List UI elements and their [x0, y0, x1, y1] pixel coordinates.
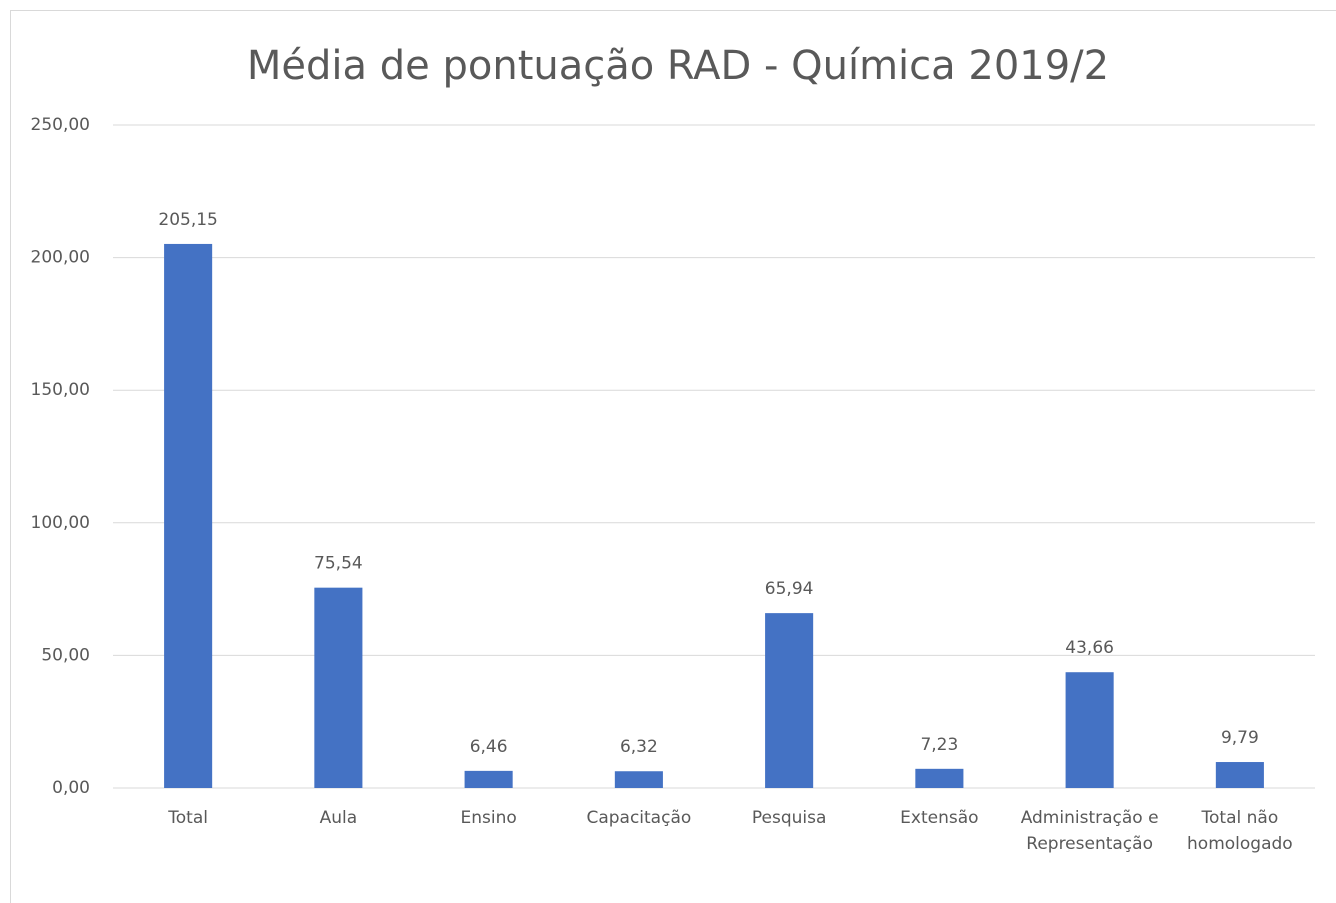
data-label: 65,94 — [765, 579, 814, 599]
y-tick-label: 50,00 — [41, 645, 90, 665]
bar — [314, 587, 363, 788]
data-label: 75,54 — [314, 554, 363, 574]
x-tick-label: Pesquisa — [751, 808, 827, 828]
y-tick-label: 150,00 — [31, 380, 90, 400]
bar — [765, 613, 814, 788]
data-label: 205,15 — [158, 210, 217, 230]
x-tick-label: Total não homologado — [1187, 808, 1293, 854]
y-tick-label: 250,00 — [31, 115, 90, 135]
data-label: 43,66 — [1065, 638, 1114, 658]
y-tick-label: 100,00 — [31, 513, 90, 533]
bar — [464, 770, 513, 788]
x-tick-label: Aula — [319, 808, 358, 828]
bar — [164, 243, 213, 788]
y-tick-label: 200,00 — [31, 248, 90, 268]
chart-title: Média de pontuação RAD - Química 2019/2 — [247, 43, 1109, 89]
data-label: 9,79 — [1221, 728, 1259, 748]
bar — [614, 771, 663, 788]
x-tick-label: Extensão — [900, 808, 979, 828]
data-label: 7,23 — [920, 735, 958, 755]
bar — [1215, 762, 1264, 788]
x-tick-label: Ensino — [460, 808, 517, 828]
y-tick-label: 0,00 — [52, 778, 90, 798]
x-tick-label: Total — [168, 808, 208, 828]
data-label: 6,46 — [470, 737, 508, 757]
x-tick-label: Administração e Representação — [1020, 808, 1159, 854]
data-label: 6,32 — [620, 737, 658, 757]
chart-border — [10, 10, 1336, 903]
bar — [1065, 672, 1114, 788]
x-tick-label: Capacitação — [586, 808, 692, 828]
bar — [915, 768, 964, 788]
